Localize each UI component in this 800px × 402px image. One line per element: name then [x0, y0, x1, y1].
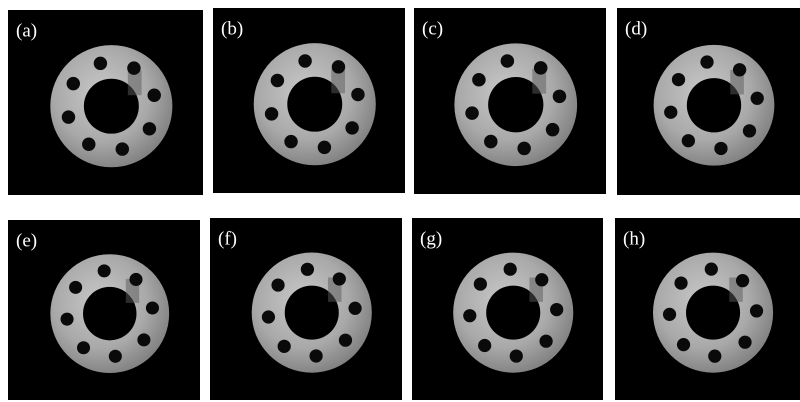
hole: [664, 106, 677, 119]
hole: [674, 276, 687, 289]
hole: [129, 273, 142, 286]
hole: [62, 110, 75, 123]
hole: [474, 277, 487, 290]
hole: [116, 142, 129, 155]
image-panel: (a): [8, 10, 203, 195]
hole: [751, 92, 764, 105]
hole: [504, 263, 517, 276]
hole: [546, 123, 560, 137]
panel-label: (f): [218, 228, 237, 249]
hole: [714, 142, 727, 155]
hole: [733, 63, 746, 76]
hole: [109, 350, 122, 363]
hole: [278, 340, 291, 353]
hole: [682, 134, 695, 147]
panel-label: (g): [420, 228, 442, 249]
hole: [310, 349, 323, 362]
hole: [465, 106, 479, 120]
hole: [143, 122, 156, 135]
figure: (a) (b) (c) (d) (e) (f) (g) (h): [0, 0, 800, 402]
hole: [501, 54, 515, 68]
hole: [333, 272, 346, 285]
hole: [146, 301, 159, 314]
hole: [265, 107, 278, 120]
hole: [271, 278, 284, 291]
hole: [677, 338, 690, 351]
panel-label: (b): [221, 18, 243, 39]
panel-label: (c): [422, 18, 443, 39]
hole: [463, 309, 476, 322]
hole: [743, 124, 756, 137]
hole: [736, 274, 749, 287]
hole: [553, 90, 567, 104]
hole: [535, 273, 548, 286]
hole: [318, 141, 331, 154]
hole: [298, 54, 311, 67]
panel-label: (a): [16, 20, 37, 41]
hole: [472, 73, 486, 87]
hole: [284, 135, 297, 148]
hole: [672, 73, 685, 86]
hole: [351, 88, 364, 101]
image-panel: (h): [615, 218, 800, 400]
hole: [517, 142, 531, 156]
hole: [271, 74, 284, 87]
panel-label: (d): [625, 18, 647, 39]
image-panel: (c): [414, 8, 606, 194]
panel-background: [210, 218, 402, 400]
hole: [69, 281, 82, 294]
hole: [550, 303, 563, 316]
hole: [510, 349, 523, 362]
hole: [127, 61, 140, 74]
hole: [750, 304, 763, 317]
hole: [700, 55, 713, 68]
hole: [484, 135, 498, 149]
hole: [61, 313, 74, 326]
hole: [77, 341, 90, 354]
hole: [478, 339, 491, 352]
hole: [332, 60, 345, 73]
image-panel: (g): [412, 218, 603, 400]
hole: [339, 334, 352, 347]
hole: [67, 77, 80, 90]
hole: [705, 263, 718, 276]
image-panel: (f): [210, 218, 402, 400]
hole: [262, 310, 275, 323]
hole: [345, 121, 358, 134]
hole: [82, 138, 95, 151]
image-panel: (b): [213, 8, 405, 193]
image-panel: (e): [8, 220, 200, 400]
hole: [738, 336, 751, 349]
hole: [98, 264, 111, 277]
hole: [539, 335, 552, 348]
hole: [137, 333, 150, 346]
panel-label: (h): [623, 228, 645, 249]
hole: [708, 350, 721, 363]
hole: [663, 308, 676, 321]
image-panel: (d): [617, 8, 800, 195]
hole: [148, 89, 161, 102]
panel-background: [8, 10, 203, 195]
hole: [348, 302, 361, 315]
panel-label: (e): [16, 230, 37, 251]
hole: [94, 57, 107, 70]
hole: [301, 263, 314, 276]
hole: [534, 61, 548, 75]
